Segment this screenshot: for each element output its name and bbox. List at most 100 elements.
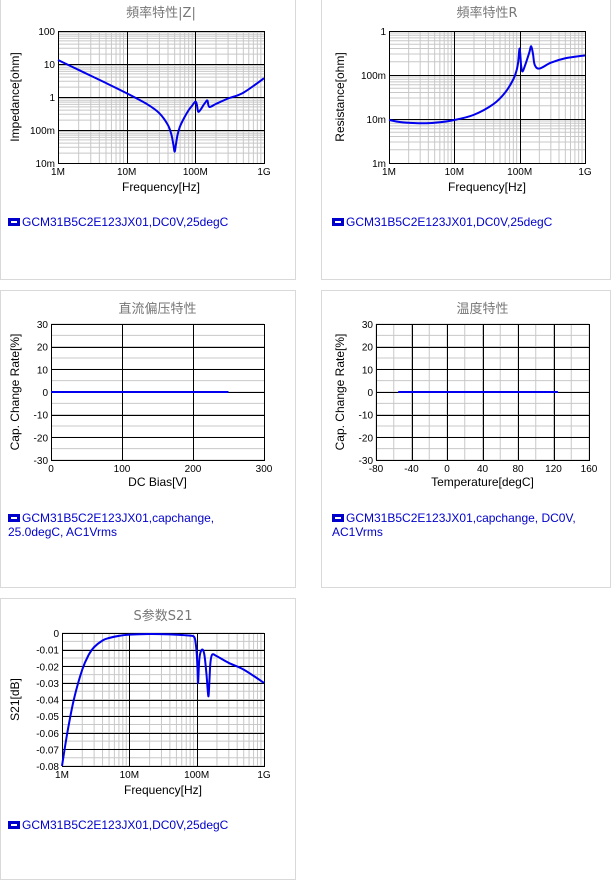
legend-label: 25.0degC, AC1Vrms (8, 525, 117, 539)
dcbias-legend[interactable]: GCM31B5C2E123JX01,capchange, 25.0degC, AC… (8, 511, 214, 539)
x-tick-label: 1M (51, 167, 65, 178)
y-tick-label: 100 (38, 27, 55, 38)
x-tick-label: 10M (445, 167, 464, 178)
x-tick-label: -80 (369, 464, 384, 475)
y-tick-label: -0.08 (36, 762, 59, 773)
legend-swatch-icon (8, 821, 20, 829)
x-axis-label: Temperature[degC] (431, 475, 534, 489)
y-tick-label: -0.03 (36, 679, 59, 690)
legend-label: GCM31B5C2E123JX01,DC0V,25degC (22, 215, 229, 229)
y-tick-label: -0.01 (36, 646, 59, 657)
y-tick-label: 100m (361, 71, 386, 82)
x-tick-label: 1G (257, 770, 271, 781)
series-line (57, 59, 265, 153)
y-tick-label: -30 (34, 456, 49, 467)
y-tick-label: 0 (53, 629, 59, 640)
y-tick-label: 30 (37, 320, 49, 331)
y-tick-label: 10 (37, 365, 49, 376)
chart-title: S参数S21 (133, 608, 192, 624)
series-line (61, 632, 265, 767)
x-tick-label: 1G (578, 167, 592, 178)
panel-s21: S参数S21 1M 10M 100M 1G -0.08 -0.07 -0.06 -0.05 -0.… (0, 598, 296, 880)
minor-grid (62, 632, 264, 767)
y-tick-label: -0.06 (36, 729, 59, 740)
x-tick-label: 100M (183, 167, 208, 178)
legend-label: AC1Vrms (332, 525, 383, 539)
panel-dcbias: 直流偏压特性 0 100 200 300 -30 -20 -10 0 10 20 30 DC Bias[… (0, 290, 296, 588)
x-tick-label: 0 (444, 464, 450, 475)
impedance-legend[interactable]: GCM31B5C2E123JX01,DC0V,25degC (8, 215, 228, 229)
y-axis-label: Cap. Change Rate[%] (8, 334, 22, 451)
x-tick-label: 300 (256, 464, 273, 475)
plot-frame (376, 324, 590, 461)
y-tick-label: 10m (36, 159, 55, 170)
y-axis-label: Impedance[ohm] (8, 52, 22, 141)
legend-label: GCM31B5C2E123JX01,capchange, DC0V, (346, 511, 576, 525)
legend-swatch-icon (8, 218, 20, 226)
chart-title: 温度特性 (456, 301, 508, 317)
x-tick-label: 100 (114, 464, 131, 475)
y-axis-label: Resistance[ohm] (333, 52, 347, 141)
legend-label: GCM31B5C2E123JX01,DC0V,25degC (346, 215, 553, 229)
x-axis-label: Frequency[Hz] (122, 180, 200, 194)
y-tick-label: 30 (362, 320, 374, 331)
y-tick-label: 100m (30, 126, 55, 137)
y-tick-label: 1m (372, 159, 386, 170)
y-tick-label: -0.04 (36, 696, 59, 707)
x-axis-label: DC Bias[V] (128, 475, 187, 489)
y-tick-label: 1 (49, 93, 55, 104)
x-tick-label: -40 (404, 464, 419, 475)
minor-grid (389, 31, 585, 163)
x-tick-label: 200 (185, 464, 202, 475)
x-tick-label: 10M (117, 167, 136, 178)
panel-impedance: 頻率特性|Z| 1M 10M 100M 1G 10m 100m 1 10 100 Frequency… (0, 0, 296, 280)
x-tick-label: 100M (184, 770, 209, 781)
dcbias-chart: 直流偏压特性 0 100 200 300 -30 -20 -10 0 10 20 30 DC Bias[… (8, 302, 273, 489)
s21-chart: S参数S21 1M 10M 100M 1G -0.08 -0.07 -0.06 -0.05 -0.… (8, 608, 271, 797)
panel-resistance: 頻率特性R 1M 10M 100M 1G 1m 10m 100m 1 Frequency[Hz] R… (321, 0, 611, 280)
y-tick-label: -20 (359, 433, 374, 444)
y-tick-label: 10 (362, 365, 374, 376)
x-tick-label: 10M (120, 770, 139, 781)
y-tick-label: -0.05 (36, 712, 59, 723)
x-tick-label: 1M (382, 167, 396, 178)
x-tick-label: 0 (48, 464, 54, 475)
y-tick-label: -0.07 (36, 745, 59, 756)
legend-swatch-icon (332, 218, 344, 226)
plot-frame (58, 31, 265, 164)
y-tick-label: 0 (42, 388, 48, 399)
y-tick-label: -10 (359, 411, 374, 422)
x-axis-label: Frequency[Hz] (448, 180, 526, 194)
resistance-chart: 頻率特性R 1M 10M 100M 1G 1m 10m 100m 1 Frequency[Hz] R… (333, 5, 592, 194)
y-tick-label: 20 (362, 343, 374, 354)
y-axis-label: Cap. Change Rate[%] (333, 334, 347, 451)
y-tick-label: 20 (37, 343, 49, 354)
legend-label: GCM31B5C2E123JX01,DC0V,25degC (22, 818, 229, 832)
major-grid (389, 31, 586, 164)
y-tick-label: 10m (367, 115, 386, 126)
plot-frame (389, 31, 586, 164)
x-tick-label: 80 (512, 464, 524, 475)
resistance-legend[interactable]: GCM31B5C2E123JX01,DC0V,25degC (332, 215, 552, 229)
chart-title: 頻率特性|Z| (126, 5, 196, 21)
y-tick-label: -10 (34, 411, 49, 422)
x-tick-label: 1G (257, 167, 271, 178)
y-tick-label: -20 (34, 433, 49, 444)
y-tick-label: -0.02 (36, 662, 59, 673)
x-tick-label: 160 (581, 464, 598, 475)
s21-legend[interactable]: GCM31B5C2E123JX01,DC0V,25degC (8, 818, 228, 832)
series-line (388, 45, 586, 125)
x-tick-label: 40 (477, 464, 489, 475)
temperature-legend[interactable]: GCM31B5C2E123JX01,capchange, DC0V, AC1Vrm… (332, 511, 576, 539)
y-tick-label: 10 (44, 60, 56, 71)
legend-label: GCM31B5C2E123JX01,capchange, (22, 511, 215, 525)
x-tick-label: 120 (545, 464, 562, 475)
x-tick-label: 1M (55, 770, 69, 781)
temperature-chart: 温度特性 -80 -40 0 40 80 120 160 -30 -20 -10 0 10 20 30 Tem… (333, 301, 598, 489)
legend-swatch-icon (8, 514, 20, 522)
chart-title: 直流偏压特性 (118, 302, 196, 317)
x-tick-label: 100M (507, 167, 532, 178)
legend-swatch-icon (332, 514, 344, 522)
y-tick-label: 1 (380, 27, 386, 38)
y-axis-label: S21[dB] (8, 678, 22, 721)
